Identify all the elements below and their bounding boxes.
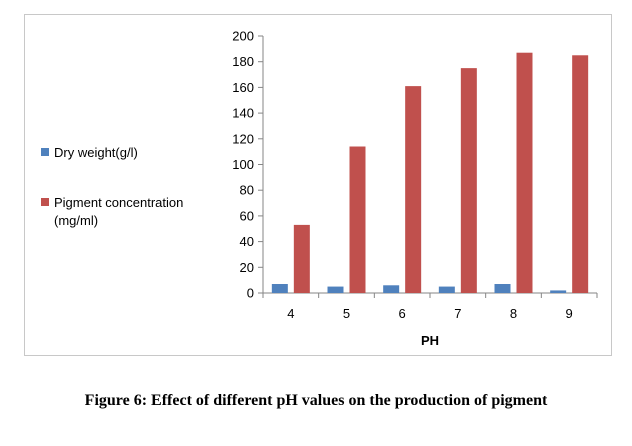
bar-pigment-concentration xyxy=(405,86,422,294)
bar-pigment-concentration xyxy=(293,224,310,293)
x-tick-label: 8 xyxy=(510,306,517,321)
y-tick-label: 140 xyxy=(232,106,254,121)
y-tick-label: 0 xyxy=(247,286,254,301)
legend-label: Dry weight(g/l) xyxy=(54,145,138,160)
bar-dry-weight xyxy=(271,284,288,293)
y-tick-label: 40 xyxy=(240,234,254,249)
x-tick-label: 6 xyxy=(399,306,406,321)
legend: Dry weight(g/l) Pigment concentration (mg/… xyxy=(41,145,183,228)
y-tick-label: 100 xyxy=(232,157,254,172)
legend-swatch xyxy=(41,148,49,156)
y-tick-label: 200 xyxy=(232,29,254,44)
bar-pigment-concentration xyxy=(349,146,366,293)
bar-pigment-concentration xyxy=(572,55,589,294)
bar-pigment-concentration xyxy=(460,68,477,293)
bar-pigment-concentration xyxy=(516,52,533,293)
x-tick-label: 9 xyxy=(566,306,573,321)
y-tick-label: 20 xyxy=(240,260,254,275)
plot-area: 0 20 40 60 80 100 120 140 160 180 200 4 5 6 7 8 9 PH xyxy=(232,29,598,348)
chart-frame xyxy=(24,14,612,356)
y-tick-label: 160 xyxy=(232,80,254,95)
bar-dry-weight xyxy=(383,285,400,293)
y-tick-label: 120 xyxy=(232,131,254,146)
bar-dry-weight xyxy=(438,286,455,293)
bar-dry-weight xyxy=(327,286,344,293)
legend-label: Pigment concentration xyxy=(54,195,183,210)
x-tick-label: 4 xyxy=(287,306,294,321)
legend-swatch xyxy=(41,198,49,206)
bar-dry-weight xyxy=(494,284,511,293)
x-tick-label: 7 xyxy=(454,306,461,321)
x-tick-label: 5 xyxy=(343,306,350,321)
legend-label: (mg/ml) xyxy=(54,213,98,228)
y-tick-label: 80 xyxy=(240,183,254,198)
bar-dry-weight xyxy=(550,290,567,293)
figure-caption: Figure 6: Effect of different pH values … xyxy=(84,392,548,409)
y-tick-label: 180 xyxy=(232,54,254,69)
x-axis-title: PH xyxy=(421,333,439,348)
y-tick-label: 60 xyxy=(240,208,254,223)
